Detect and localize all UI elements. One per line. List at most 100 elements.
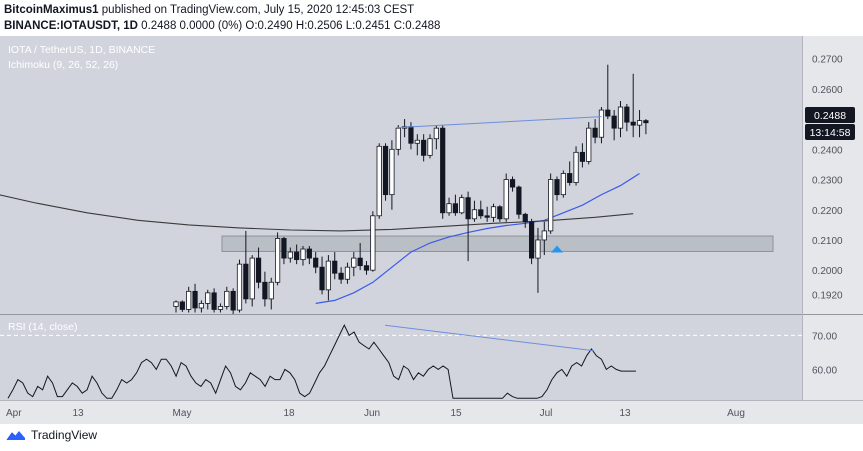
- candle-up: [173, 301, 179, 307]
- symbol-line: BINANCE:IOTAUSDT, 1D 0.2488 0.0000 (0%) …: [4, 18, 859, 34]
- candle-up: [490, 206, 497, 218]
- candle-down: [624, 106, 630, 123]
- symbol-name: BINANCE:IOTAUSDT, 1D: [4, 20, 138, 32]
- candle-up: [186, 290, 192, 310]
- candle-down: [630, 121, 636, 126]
- candle-up: [249, 257, 255, 300]
- price-axis[interactable]: [802, 36, 863, 400]
- price-tick-label: 0.2100: [812, 236, 843, 247]
- price-badge: 0.2488 13:14:58: [805, 107, 855, 140]
- publish-line: BitcoinMaximus1 published on TradingView…: [4, 2, 859, 18]
- candle-up: [198, 303, 204, 309]
- chart-header: BitcoinMaximus1 published on TradingView…: [4, 2, 859, 34]
- signal-marker-icon: [551, 245, 563, 253]
- candle-up: [636, 120, 643, 126]
- rsi-tick-label: 70.00: [812, 331, 837, 342]
- candle-up: [446, 203, 452, 214]
- candle-down: [497, 206, 503, 220]
- candle-up: [459, 197, 465, 214]
- candle-down: [440, 127, 446, 214]
- time-tick-label: May: [173, 408, 192, 419]
- author-name[interactable]: BitcoinMaximus1: [4, 4, 99, 16]
- time-tick-label: Aug: [727, 408, 745, 419]
- time-tick-label: 13: [72, 408, 84, 419]
- candle-down: [211, 292, 217, 310]
- candle-up: [287, 251, 293, 259]
- time-tick-label: Jun: [364, 408, 380, 419]
- legend-symbol: IOTA / TetherUS, 1D, BINANCE: [8, 44, 155, 56]
- time-tick-label: 18: [283, 408, 295, 419]
- candle-up: [573, 151, 579, 183]
- price-tick-label: 0.2700: [812, 55, 843, 66]
- tradingview-icon: [6, 431, 25, 441]
- candle-up: [471, 209, 478, 220]
- candle-down: [592, 127, 598, 138]
- price-tick-label: 0.1920: [812, 290, 843, 301]
- moving-average-slow: [0, 194, 634, 232]
- candle-up: [205, 292, 211, 304]
- candle-down: [243, 263, 249, 300]
- candle-up: [541, 230, 547, 241]
- candle-down: [522, 213, 528, 223]
- candle-down: [554, 179, 560, 196]
- candle-down: [605, 109, 611, 117]
- price-tick-label: 0.2300: [812, 176, 843, 187]
- tradingview-logo[interactable]: TradingView: [6, 428, 97, 442]
- candle-up: [395, 127, 401, 150]
- candle-down: [452, 203, 459, 214]
- candle-up: [370, 215, 376, 271]
- candle-up: [548, 179, 554, 232]
- candle-down: [529, 221, 535, 259]
- candle-down: [294, 251, 300, 261]
- candle-up: [586, 127, 592, 162]
- candle-up: [598, 109, 605, 138]
- candle-down: [255, 257, 262, 283]
- candle-up: [274, 238, 281, 283]
- moving-average-fast: [315, 172, 640, 304]
- time-tick-label: Apr: [6, 408, 22, 419]
- candle-down: [338, 272, 344, 280]
- time-axis[interactable]: [0, 400, 863, 424]
- candle-up: [217, 306, 224, 310]
- candle-down: [262, 281, 268, 300]
- time-tick-label: Jul: [540, 408, 553, 419]
- candle-down: [357, 257, 363, 267]
- candle-up: [351, 257, 357, 268]
- candle-up: [344, 266, 351, 280]
- candle-down: [332, 260, 338, 274]
- candle-down: [363, 265, 370, 271]
- time-tick-label: 13: [619, 408, 631, 419]
- candle-up: [414, 139, 420, 144]
- candle-up: [503, 179, 509, 220]
- chart-canvas[interactable]: 0.27000.26000.25000.24000.23000.22000.21…: [0, 36, 863, 424]
- candle-down: [192, 290, 198, 309]
- candle-up: [560, 173, 566, 196]
- price-tick-label: 0.2200: [812, 206, 843, 217]
- candle-down: [509, 179, 516, 188]
- candle-up: [376, 145, 382, 217]
- candle-down: [643, 120, 649, 124]
- candle-down: [281, 238, 287, 259]
- candle-up: [433, 127, 439, 140]
- candle-down: [611, 115, 617, 129]
- candle-down: [484, 215, 490, 218]
- candle-down: [179, 301, 185, 310]
- price-tick-label: 0.2600: [812, 85, 843, 96]
- candle-down: [382, 145, 389, 196]
- candle-down: [421, 139, 427, 156]
- brand-name: TradingView: [31, 428, 98, 442]
- candle-down: [408, 126, 414, 144]
- price-badge-bg: [805, 107, 855, 123]
- rsi-tick-label: 60.00: [812, 365, 837, 376]
- rsi-label: RSI (14, close): [8, 321, 77, 333]
- legend-indicator: Ichimoku (9, 26, 52, 26): [8, 59, 118, 71]
- rsi-pane[interactable]: [0, 315, 802, 400]
- candle-up: [389, 148, 395, 196]
- candle-down: [516, 186, 522, 215]
- rsi-line: [7, 324, 636, 399]
- price-pane[interactable]: [0, 36, 802, 314]
- time-tick-label: 15: [450, 408, 462, 419]
- candle-up: [224, 290, 230, 307]
- price-tick-label: 0.2400: [812, 145, 843, 156]
- ohlc-quote: 0.2488 0.0000 (0%) O:0.2490 H:0.2506 L:0…: [141, 20, 441, 32]
